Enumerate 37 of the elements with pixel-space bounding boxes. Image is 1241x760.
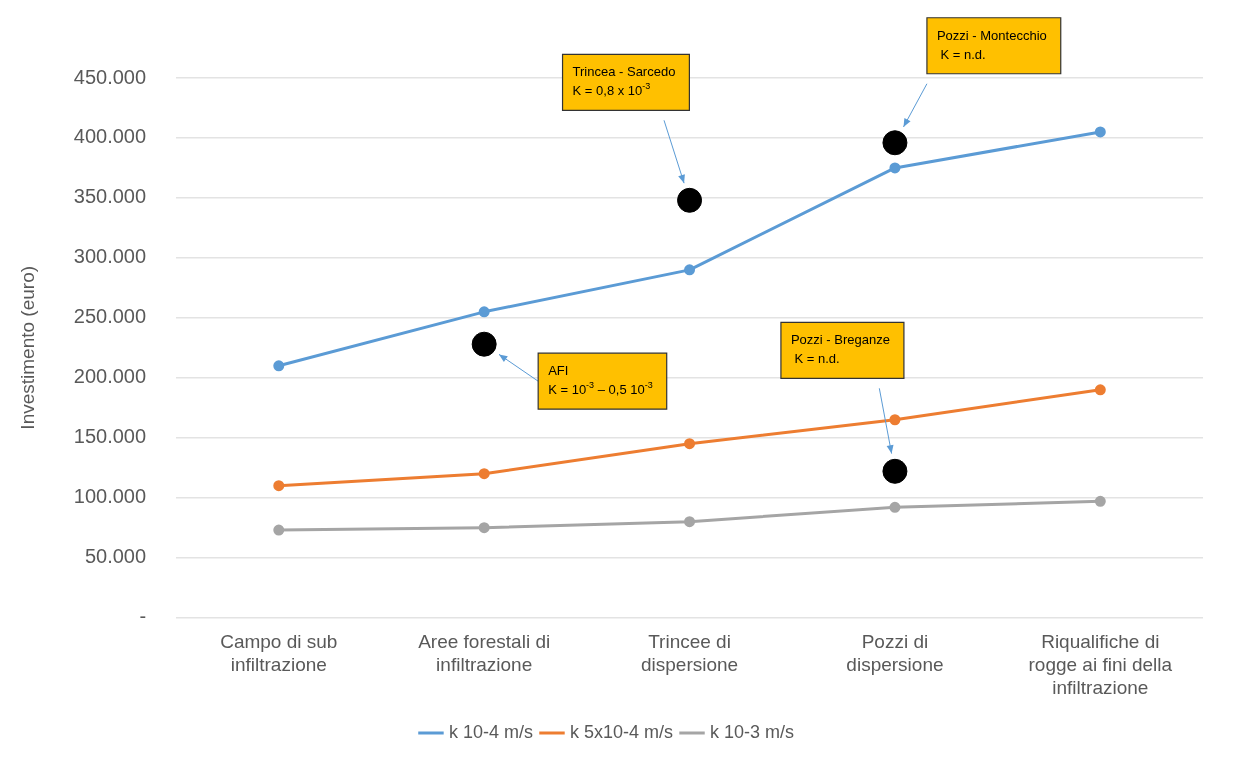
y-tick-label: 200.000 (73, 365, 147, 388)
point (273, 360, 285, 372)
point (889, 162, 901, 174)
y-tick-label: - (139, 605, 147, 628)
y-tick-label: 350.000 (73, 185, 147, 208)
point (684, 264, 696, 276)
point (889, 501, 901, 513)
point (1094, 495, 1106, 507)
x-tick-label: Pozzi di dispersione (846, 631, 944, 676)
y-tick-label: 450.000 (73, 65, 147, 88)
point (882, 458, 908, 484)
x-tick-label: Trincee di dispersione (640, 631, 739, 676)
y-tick-label: 250.000 (73, 305, 147, 328)
point (1094, 384, 1106, 396)
x-tick-label: Campo di sub infiltrazione (220, 631, 338, 676)
y-tick-label: 400.000 (73, 125, 147, 148)
legend-label: k 10-4 m/s (448, 721, 533, 742)
legend-label: k 10-3 m/s (710, 721, 795, 742)
point (478, 522, 490, 534)
x-tick-label: Aree forestali di infiltrazione (418, 631, 551, 676)
legend-label: k 5x10-4 m/s (569, 721, 674, 742)
y-axis-title: Investimento (euro) (16, 265, 38, 430)
annotation: Pozzi - Breganze K = n.d. (790, 332, 890, 367)
point (478, 306, 490, 318)
y-tick-label: 100.000 (73, 485, 147, 508)
x-tick-label: Riqualifiche di rogge ai fini della infiltrazione (1028, 631, 1173, 698)
y-tick-label: 150.000 (73, 425, 147, 448)
y-tick-label: 50.000 (84, 545, 147, 568)
y-tick-label: 300.000 (73, 245, 147, 268)
point (1094, 126, 1106, 138)
point (889, 414, 901, 426)
point (684, 438, 696, 450)
text: Pozzi - Montecchio K = n.d. (936, 27, 1047, 62)
point (273, 524, 285, 536)
point (273, 480, 285, 492)
point (478, 468, 490, 480)
point (684, 516, 696, 528)
